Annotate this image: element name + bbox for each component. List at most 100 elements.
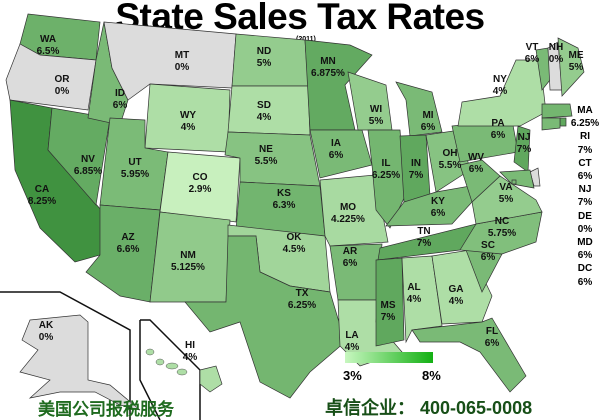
state-fl[interactable] bbox=[411, 317, 527, 393]
state-tx-rate: 6.25% bbox=[288, 300, 316, 311]
state-nc-label: NC bbox=[495, 216, 509, 227]
state-wv-rate: 6% bbox=[469, 164, 484, 175]
inset-hawaii-border bbox=[139, 320, 161, 420]
state-id-label: ID bbox=[115, 88, 125, 99]
side-label: NJ bbox=[578, 184, 592, 196]
state-mn-label: MN bbox=[320, 56, 336, 67]
state-ut-label: UT bbox=[128, 157, 141, 168]
state-mo[interactable] bbox=[319, 174, 389, 247]
state-pa-label: PA bbox=[491, 118, 504, 129]
state-fl-rate: 6% bbox=[485, 338, 500, 349]
state-ms-rate: 7% bbox=[381, 312, 396, 323]
side-label: MA bbox=[577, 105, 593, 116]
state-mo-rate: 4.225% bbox=[331, 214, 365, 225]
state-hi-rate: 4% bbox=[183, 352, 198, 363]
state-tx[interactable] bbox=[184, 235, 346, 399]
side-rate: 6.25% bbox=[570, 118, 600, 130]
side-label: MD bbox=[577, 237, 593, 249]
state-ne-rate: 5.5% bbox=[255, 156, 278, 167]
state-nj-rate: 7% bbox=[517, 144, 532, 155]
state-mt-label: MT bbox=[175, 50, 189, 61]
state-ok-label: OK bbox=[287, 232, 303, 243]
state-ky-rate: 6% bbox=[431, 208, 446, 219]
side-label: DE bbox=[578, 210, 592, 222]
state-co[interactable] bbox=[159, 151, 241, 223]
state-ks-label: KS bbox=[277, 188, 291, 199]
hawaii-island bbox=[155, 358, 165, 366]
state-hi[interactable] bbox=[199, 365, 223, 393]
state-oh-rate: 5.5% bbox=[439, 160, 462, 171]
state-tn-rate: 7% bbox=[417, 238, 432, 249]
state-ny-rate: 4% bbox=[493, 86, 508, 97]
state-nh-rate: 0% bbox=[549, 54, 564, 65]
state-va-rate: 5% bbox=[499, 194, 514, 205]
state-al-label: AL bbox=[407, 282, 420, 293]
state-vt-label: VT bbox=[526, 42, 539, 53]
state-al-rate: 4% bbox=[407, 294, 422, 305]
state-in-rate: 7% bbox=[409, 170, 424, 181]
state-id-rate: 6% bbox=[113, 100, 128, 111]
inset-hawaii-border bbox=[140, 319, 201, 420]
side-label: DC bbox=[577, 263, 593, 275]
state-nj-label: NJ bbox=[518, 132, 531, 143]
state-wy-rate: 4% bbox=[181, 122, 196, 133]
state-mi-rate: 6% bbox=[421, 122, 436, 133]
side-label: CT bbox=[578, 157, 592, 169]
state-ia-rate: 6% bbox=[329, 150, 344, 161]
state-or-label: OR bbox=[55, 74, 71, 85]
state-ok-rate: 4.5% bbox=[283, 244, 306, 255]
state-wi-rate: 5% bbox=[369, 116, 384, 127]
side-rate: 7% bbox=[577, 197, 593, 209]
state-ny-label: NY bbox=[493, 74, 507, 85]
state-co-label: CO bbox=[193, 172, 208, 183]
state-az-label: AZ bbox=[121, 232, 134, 243]
state-ct[interactable] bbox=[541, 117, 561, 131]
map-year: (2011) bbox=[296, 36, 316, 43]
state-fl-label: FL bbox=[486, 326, 498, 337]
state-mo-label: MO bbox=[340, 202, 356, 213]
footer-contact-text: 卓信企业： 400-065-0008 bbox=[325, 398, 533, 418]
state-ri[interactable] bbox=[559, 117, 567, 127]
state-dc[interactable] bbox=[511, 179, 517, 185]
side-rate: 0% bbox=[577, 223, 593, 235]
state-mi-label: MI bbox=[422, 110, 433, 121]
state-ms-label: MS bbox=[381, 300, 396, 311]
state-il-rate: 6.25% bbox=[372, 170, 400, 181]
state-nv-rate: 6.85% bbox=[74, 166, 102, 177]
state-ky-label: KY bbox=[431, 196, 445, 207]
state-md[interactable] bbox=[499, 169, 535, 189]
state-or[interactable] bbox=[5, 43, 97, 111]
state-ms[interactable] bbox=[375, 257, 405, 347]
state-or-rate: 0% bbox=[55, 86, 70, 97]
state-nc[interactable] bbox=[459, 211, 543, 255]
state-wi-label: WI bbox=[370, 104, 382, 115]
state-in-label: IN bbox=[411, 158, 421, 169]
state-ar-rate: 6% bbox=[343, 258, 358, 269]
side-rate: 6% bbox=[577, 276, 593, 288]
state-mi[interactable] bbox=[395, 81, 443, 137]
state-wy-label: WY bbox=[180, 110, 196, 121]
legend-min: 3% bbox=[343, 368, 362, 383]
state-il[interactable] bbox=[367, 129, 406, 229]
state-az[interactable] bbox=[85, 204, 161, 303]
state-me[interactable] bbox=[557, 37, 585, 97]
state-co-rate: 2.9% bbox=[189, 184, 212, 195]
state-wv[interactable] bbox=[459, 159, 501, 203]
state-ma[interactable] bbox=[541, 103, 573, 119]
state-tn-label: TN bbox=[417, 226, 430, 237]
state-va-label: VA bbox=[499, 182, 512, 193]
state-mn-rate: 6.875% bbox=[311, 68, 345, 79]
state-ks-rate: 6.3% bbox=[273, 200, 296, 211]
state-wa-rate: 6.5% bbox=[37, 46, 60, 57]
state-sc-rate: 6% bbox=[481, 252, 496, 263]
hawaii-island bbox=[145, 348, 155, 356]
state-hi-label: HI bbox=[185, 340, 195, 351]
hawaii-island bbox=[165, 362, 179, 370]
state-nc-rate: 5.75% bbox=[488, 228, 516, 239]
state-vt-rate: 6% bbox=[525, 54, 540, 65]
state-sd-rate: 4% bbox=[257, 112, 272, 123]
state-ak[interactable] bbox=[19, 314, 141, 411]
side-label: RI bbox=[580, 131, 590, 143]
state-nm-label: NM bbox=[180, 250, 196, 261]
